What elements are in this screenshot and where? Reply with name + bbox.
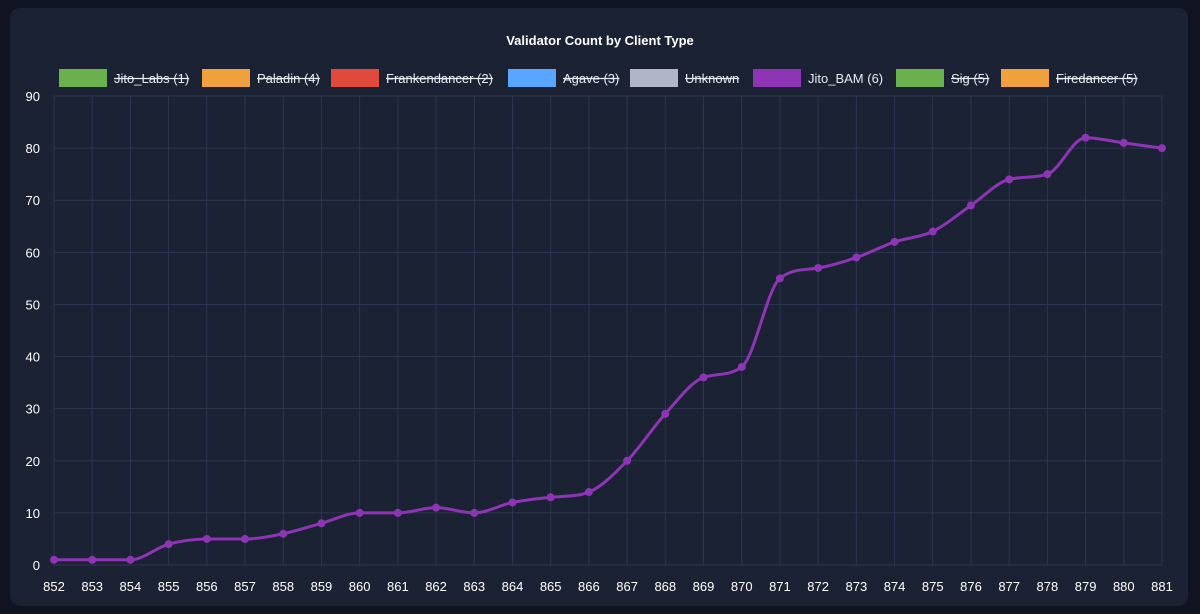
x-tick-label: 855: [158, 579, 180, 594]
x-tick-label: 864: [502, 579, 524, 594]
data-point[interactable]: [126, 555, 135, 564]
data-point[interactable]: [317, 519, 326, 528]
y-tick-label: 0: [33, 558, 40, 573]
legend-swatch: [1001, 69, 1049, 87]
y-tick-label: 80: [26, 141, 40, 156]
y-tick-label: 20: [26, 454, 40, 469]
data-point[interactable]: [88, 555, 97, 564]
data-point[interactable]: [432, 503, 441, 512]
data-point[interactable]: [393, 508, 402, 517]
data-point[interactable]: [852, 253, 861, 262]
data-point[interactable]: [699, 373, 708, 382]
y-tick-label: 90: [26, 89, 40, 104]
x-tick-label: 859: [311, 579, 333, 594]
x-tick-label: 853: [81, 579, 103, 594]
x-tick-label: 866: [578, 579, 600, 594]
x-tick-label: 876: [960, 579, 982, 594]
x-tick-label: 872: [807, 579, 829, 594]
x-tick-label: 858: [272, 579, 294, 594]
legend-item[interactable]: Sig (5): [896, 69, 990, 87]
x-tick-label: 878: [1037, 579, 1059, 594]
data-point[interactable]: [623, 456, 632, 465]
data-point[interactable]: [164, 540, 173, 549]
plot-area: [50, 133, 1166, 564]
series-line: [54, 136, 1163, 562]
data-point[interactable]: [279, 529, 288, 538]
legend-swatch: [896, 69, 944, 87]
data-point[interactable]: [1119, 138, 1128, 147]
x-tick-label: 879: [1075, 579, 1097, 594]
data-point[interactable]: [890, 237, 899, 246]
data-point[interactable]: [584, 488, 593, 497]
data-point[interactable]: [737, 362, 746, 371]
legend-item[interactable]: Firedancer (5): [1001, 69, 1138, 87]
data-point[interactable]: [508, 498, 517, 507]
legend: Jito_Labs (1) Paladin (4) Frankendancer (2…: [59, 69, 1138, 87]
data-point[interactable]: [966, 201, 975, 210]
legend-item[interactable]: Unknown: [630, 69, 740, 87]
x-axis: 852 853 854 855 856 857 858 859 860 861 862 863 864 8…: [43, 579, 1173, 594]
x-tick-label: 880: [1113, 579, 1135, 594]
x-tick-label: 860: [349, 579, 371, 594]
data-point[interactable]: [50, 555, 58, 564]
y-tick-label: 40: [26, 350, 40, 365]
data-point[interactable]: [241, 534, 250, 543]
x-tick-label: 854: [120, 579, 142, 594]
legend-swatch: [753, 69, 801, 87]
y-tick-label: 30: [26, 402, 40, 417]
data-point[interactable]: [470, 508, 479, 517]
y-tick-label: 10: [26, 506, 40, 521]
x-tick-label: 875: [922, 579, 944, 594]
x-tick-label: 870: [731, 579, 753, 594]
x-tick-label: 862: [425, 579, 447, 594]
legend-item[interactable]: Jito_Labs (1): [59, 69, 190, 87]
y-tick-label: 50: [26, 297, 40, 312]
x-tick-label: 867: [616, 579, 638, 594]
x-tick-label: 868: [654, 579, 676, 594]
x-tick-label: 861: [387, 579, 409, 594]
data-point[interactable]: [814, 263, 823, 272]
data-point[interactable]: [928, 227, 937, 236]
data-point[interactable]: [1081, 133, 1090, 142]
y-axis: 0 10 20 30 40 50 60 70 80 90: [26, 89, 40, 573]
x-tick-label: 857: [234, 579, 256, 594]
data-point[interactable]: [355, 508, 364, 517]
x-tick-label: 863: [463, 579, 485, 594]
legend-item[interactable]: Agave (3): [508, 69, 620, 87]
legend-swatch: [508, 69, 556, 87]
y-tick-label: 60: [26, 245, 40, 260]
legend-swatch: [59, 69, 107, 87]
x-tick-label: 865: [540, 579, 562, 594]
legend-item[interactable]: Paladin (4): [202, 69, 320, 87]
legend-item[interactable]: Jito_BAM (6): [753, 69, 883, 87]
data-point[interactable]: [1158, 144, 1166, 153]
legend-swatch: [331, 69, 379, 87]
data-point[interactable]: [775, 274, 784, 283]
data-point[interactable]: [546, 493, 555, 502]
x-tick-label: 874: [884, 579, 906, 594]
data-point[interactable]: [1043, 170, 1052, 179]
legend-label: Jito_BAM (6): [808, 71, 883, 86]
legend-swatch: [630, 69, 678, 87]
data-point[interactable]: [661, 409, 670, 418]
x-tick-label: 852: [43, 579, 65, 594]
chart-title: Validator Count by Client Type: [506, 33, 694, 48]
x-tick-label: 869: [693, 579, 715, 594]
legend-swatch: [202, 69, 250, 87]
data-point[interactable]: [1005, 175, 1014, 184]
x-tick-label: 856: [196, 579, 218, 594]
x-tick-label: 877: [998, 579, 1020, 594]
y-tick-label: 70: [26, 193, 40, 208]
legend-item[interactable]: Frankendancer (2): [331, 69, 493, 87]
data-point[interactable]: [202, 534, 211, 543]
x-tick-label: 881: [1151, 579, 1173, 594]
x-tick-label: 871: [769, 579, 791, 594]
x-tick-label: 873: [845, 579, 867, 594]
grid-lines: [53, 95, 1163, 566]
